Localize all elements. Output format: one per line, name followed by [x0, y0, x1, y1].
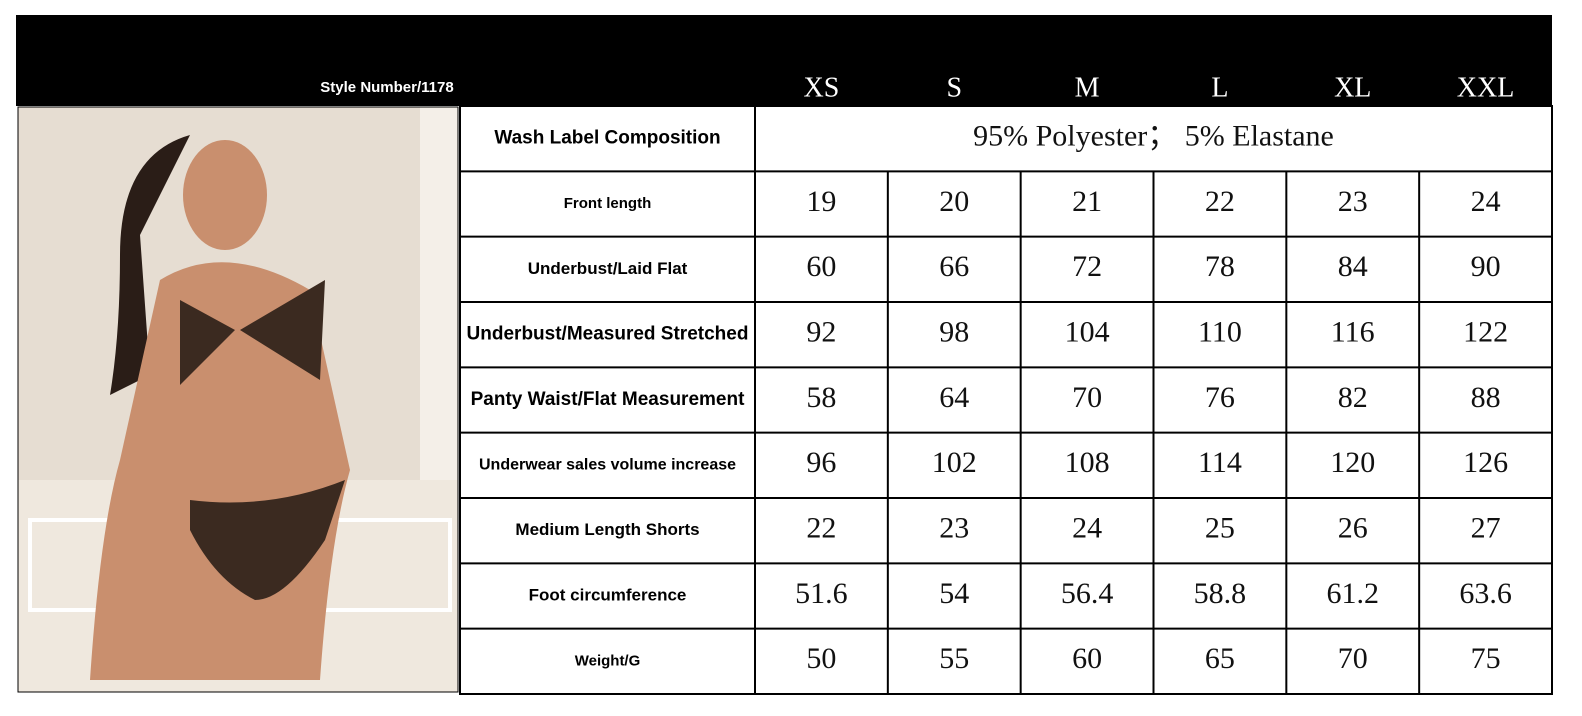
- cell-value: 82: [1338, 381, 1368, 414]
- cell-value: 54: [939, 577, 969, 610]
- size-header: M: [1075, 72, 1100, 103]
- cell-value: 64: [939, 381, 969, 414]
- cell-value: 23: [939, 512, 969, 545]
- cell-value: 66: [939, 250, 969, 283]
- row-label: Foot circumference: [529, 585, 687, 604]
- cell-value: 58.8: [1194, 577, 1247, 610]
- composition-value: 95% Polyester； 5% Elastane: [973, 120, 1334, 153]
- cell-value: 22: [806, 512, 836, 545]
- style-number: Style Number/1178: [320, 79, 453, 96]
- row-label: Underwear sales volume increase: [479, 457, 736, 474]
- row-label: Front length: [564, 195, 651, 212]
- cell-value: 58: [806, 381, 836, 414]
- cell-value: 122: [1463, 316, 1508, 349]
- row-label: Underbust/Laid Flat: [528, 259, 688, 278]
- cell-value: 21: [1072, 185, 1102, 218]
- size-header: XL: [1334, 72, 1371, 103]
- cell-value: 102: [932, 446, 977, 479]
- cell-value: 24: [1072, 512, 1102, 545]
- cell-value: 75: [1471, 642, 1501, 675]
- cell-value: 104: [1065, 316, 1110, 349]
- cell-value: 114: [1198, 446, 1242, 479]
- cell-value: 88: [1471, 381, 1501, 414]
- cell-value: 76: [1205, 381, 1235, 414]
- cell-value: 23: [1338, 185, 1368, 218]
- cell-value: 70: [1338, 642, 1368, 675]
- cell-value: 26: [1338, 512, 1368, 545]
- cell-value: 25: [1205, 512, 1235, 545]
- size-header: XS: [804, 72, 840, 103]
- cell-value: 51.6: [795, 577, 848, 610]
- cell-value: 20: [939, 185, 969, 218]
- row-label: Underbust/Measured Stretched: [467, 324, 749, 345]
- header-band: [16, 15, 1552, 106]
- size-header: XXL: [1457, 72, 1515, 103]
- cell-value: 22: [1205, 185, 1235, 218]
- cell-value: 110: [1198, 316, 1242, 349]
- cell-value: 90: [1471, 250, 1501, 283]
- cell-value: 120: [1330, 446, 1375, 479]
- cell-value: 56.4: [1061, 577, 1114, 610]
- cell-value: 126: [1463, 446, 1508, 479]
- cell-value: 116: [1331, 316, 1375, 349]
- cell-value: 27: [1471, 512, 1501, 545]
- cell-value: 19: [806, 185, 836, 218]
- cell-value: 84: [1338, 250, 1368, 283]
- product-photo: [18, 107, 458, 692]
- cell-value: 61.2: [1327, 577, 1380, 610]
- cell-value: 63.6: [1459, 577, 1512, 610]
- cell-value: 98: [939, 316, 969, 349]
- cell-value: 78: [1205, 250, 1235, 283]
- cell-value: 108: [1065, 446, 1110, 479]
- row-label: Wash Label Composition: [494, 128, 720, 149]
- table-border: [459, 105, 1553, 695]
- cell-value: 24: [1471, 185, 1501, 218]
- cell-value: 92: [806, 316, 836, 349]
- row-label: Medium Length Shorts: [515, 520, 699, 539]
- cell-value: 96: [806, 446, 836, 479]
- size-header: L: [1211, 72, 1228, 103]
- cell-value: 60: [806, 250, 836, 283]
- size-header: S: [946, 72, 962, 103]
- cell-value: 55: [939, 642, 969, 675]
- row-label: Panty Waist/Flat Measurement: [471, 389, 745, 410]
- cell-value: 65: [1205, 642, 1235, 675]
- cell-value: 72: [1072, 250, 1102, 283]
- cell-value: 70: [1072, 381, 1102, 414]
- cell-value: 60: [1072, 642, 1102, 675]
- row-label: Weight/G: [575, 652, 641, 669]
- cell-value: 50: [806, 642, 836, 675]
